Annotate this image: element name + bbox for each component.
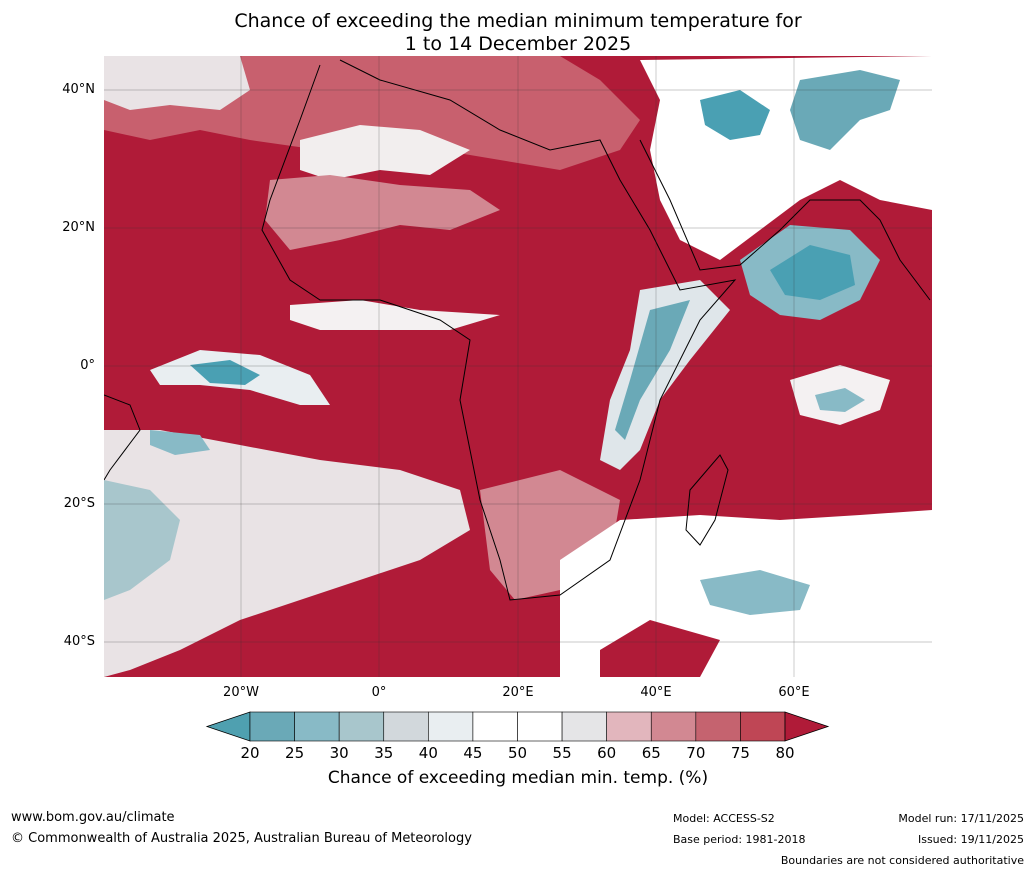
south-atlantic-blue-patch-2 [150, 430, 210, 455]
colorbar-segment [740, 711, 786, 742]
issued-text: Issued: 19/11/2025 [917, 833, 1024, 846]
south-atlantic-blue-patch [104, 480, 180, 600]
colorbar-tick-label: 35 [374, 744, 394, 762]
colorbar-segment [606, 711, 652, 742]
east-africa-low-region [600, 280, 730, 470]
colorbar-tick-label: 70 [686, 744, 706, 762]
disclaimer-text: Boundaries are not considered authoritat… [780, 854, 1024, 867]
colorbar-tick-label: 50 [507, 744, 528, 762]
lat-label-0: 0° [80, 358, 95, 373]
lon-label-20e: 20°E [502, 685, 534, 700]
colorbar-tick-label: 45 [463, 744, 483, 762]
model-text: Model: ACCESS-S2 [673, 812, 775, 825]
graticule [104, 56, 932, 677]
colorbar-tick-label: 30 [329, 744, 349, 762]
lon-label-40e: 40°E [640, 685, 672, 700]
chart-title: Chance of exceeding the median minimum t… [104, 10, 932, 56]
east-africa-blue-strip [615, 300, 690, 440]
colorbar-segment [428, 711, 474, 742]
colorbar [205, 711, 830, 742]
north-africa-white-region [300, 125, 470, 180]
title-line-2: 1 to 14 December 2025 [404, 33, 632, 55]
lat-label-20n: 20°N [62, 220, 95, 235]
indian-ocean-blue-core [815, 388, 865, 412]
south-indian-red-blob [600, 620, 720, 677]
website-link[interactable]: www.bom.gov.au/climate [11, 810, 175, 825]
iran-blue-region [700, 90, 770, 140]
colorbar-extend-low [205, 711, 251, 742]
colorbar-tick-label: 65 [641, 744, 661, 762]
colorbar-segment [650, 711, 697, 742]
sahara-pink-region [265, 175, 500, 250]
arabia-coastline [639, 139, 931, 301]
colorbar-tick-label: 60 [597, 744, 617, 762]
central-asia-blue-region [790, 70, 900, 150]
colorbar-segment [517, 711, 563, 742]
colorbar-tick-label: 75 [730, 744, 750, 762]
west-africa-white-strip [290, 300, 500, 330]
model-run-text: Model run: 17/11/2025 [898, 812, 1024, 825]
colorbar-segment [695, 711, 741, 742]
europe-white-region [104, 56, 250, 110]
lon-label-20w: 20°W [223, 685, 259, 700]
colorbar-extend-high [784, 711, 830, 742]
colorbar-label: Chance of exceeding median min. temp. (%… [327, 768, 709, 788]
colorbar-tick-label: 40 [418, 744, 438, 762]
south-indian-blue-patch [700, 570, 810, 615]
colorbar-tick-label: 80 [775, 744, 795, 762]
lat-label-40n: 40°N [62, 82, 95, 97]
colorbar-segment [561, 711, 607, 742]
base-period-text: Base period: 1981-2018 [673, 833, 806, 846]
copyright-text: © Commonwealth of Australia 2025, Austra… [11, 831, 472, 846]
colorbar-tick-label: 20 [240, 744, 260, 762]
africa-coastline [261, 59, 737, 601]
colorbar-segment [383, 711, 429, 742]
south-america-coastline [104, 394, 141, 481]
colorbar-segment [294, 711, 340, 742]
atlantic-blue-core [190, 360, 260, 385]
map-area [104, 56, 932, 677]
colorbar-tick-label: 25 [285, 744, 305, 762]
title-line-1: Chance of exceeding the median minimum t… [234, 10, 802, 32]
colorbar-tick-label: 55 [552, 744, 572, 762]
south-atlantic-low-region [104, 430, 470, 677]
lon-label-60e: 60°E [778, 685, 810, 700]
colorbar-segment [472, 711, 518, 742]
lat-label-20s: 20°S [63, 496, 95, 511]
colorbar-segment [249, 711, 295, 742]
lat-label-40s: 40°S [63, 634, 95, 649]
colorbar-segment [338, 711, 385, 742]
madagascar-coastline [685, 454, 729, 546]
lon-label-0: 0° [371, 685, 387, 700]
arabian-sea-blue-core [770, 245, 855, 300]
